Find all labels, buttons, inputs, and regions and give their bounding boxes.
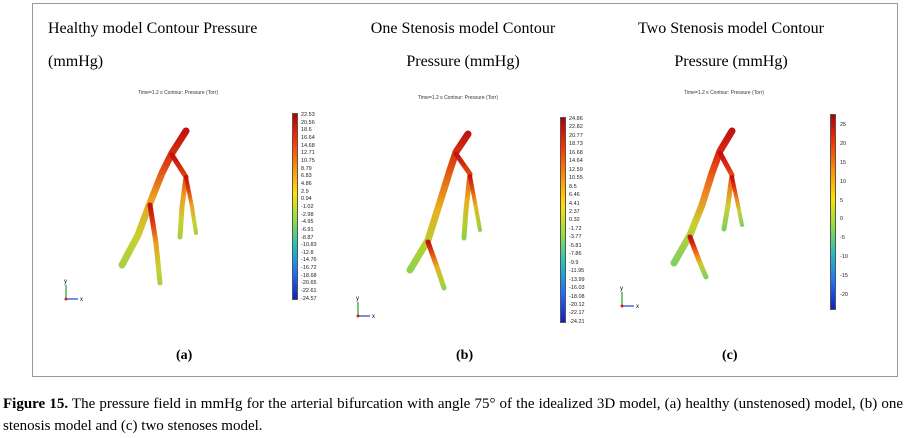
panel-a-vessel bbox=[118, 127, 198, 286]
panel-c-colorbar bbox=[830, 114, 836, 310]
panel-a-title: Healthy model Contour Pressure (mmHg) bbox=[48, 20, 258, 70]
panel-b-colorbar bbox=[560, 117, 566, 323]
panel-b-colorbar-ticks: 24.86 22.82 20.77 18.73 16.68 14.64 12.5… bbox=[569, 116, 585, 325]
panel-c-vessel bbox=[670, 127, 744, 280]
panel-b-title: One Stenosis model Contour Pressure (mmH… bbox=[370, 20, 556, 70]
panel-a-colorbar bbox=[292, 113, 298, 300]
panel-b-vessel bbox=[406, 130, 482, 291]
panel-c-subtitle: Time=1.2 s Contour: Pressure (Torr) bbox=[684, 90, 764, 96]
panel-c-axis-y: y bbox=[620, 286, 623, 292]
panel-b-axis-triad: y x bbox=[356, 296, 375, 320]
panel-a-axis-x: x bbox=[80, 297, 83, 303]
caption-text: The pressure field in mmHg for the arter… bbox=[3, 396, 903, 434]
panel-b-subtitle: Time=1.2 s Contour: Pressure (Torr) bbox=[418, 95, 498, 101]
figure-frame bbox=[32, 3, 898, 377]
figure-caption: Figure 15. The pressure field in mmHg fo… bbox=[3, 393, 903, 437]
panel-c-label: (c) bbox=[722, 348, 738, 363]
panel-b-axis-x: x bbox=[372, 314, 375, 320]
panel-b-axis-y: y bbox=[356, 296, 359, 302]
panel-a-colorbar-ticks: 22.53 20.56 18.6 16.64 14.68 12.71 10.75… bbox=[301, 112, 317, 302]
panel-a-axis-y: y bbox=[64, 279, 67, 285]
caption-label: Figure 15. bbox=[3, 396, 69, 412]
panel-c-colorbar-ticks: 25 20 15 10 5 0 -5 -10 -15 -20 bbox=[840, 122, 848, 298]
panel-b-label: (b) bbox=[456, 348, 474, 363]
panel-c-title: Two Stenosis model Contour Pressure (mmH… bbox=[638, 20, 824, 70]
panel-c-axis-x: x bbox=[636, 304, 639, 310]
panel-c-axis-triad: y x bbox=[620, 286, 639, 310]
panel-a-subtitle: Time=1.2 s Contour: Pressure (Torr) bbox=[138, 90, 218, 96]
panel-a-axis-triad: y x bbox=[64, 279, 83, 303]
panel-a-label: (a) bbox=[176, 348, 193, 363]
